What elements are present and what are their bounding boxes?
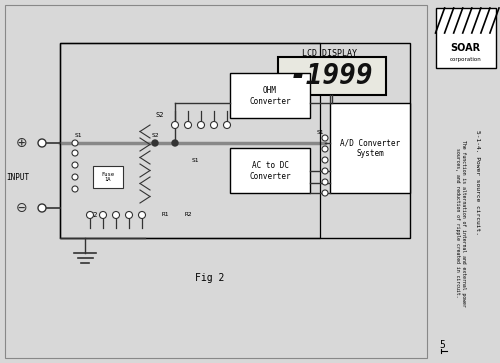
Circle shape xyxy=(224,122,230,129)
Text: 5: 5 xyxy=(440,340,446,350)
Bar xyxy=(330,103,410,193)
Circle shape xyxy=(198,122,204,129)
Circle shape xyxy=(72,150,78,156)
Text: LCD DISPLAY: LCD DISPLAY xyxy=(302,49,358,57)
Text: OHM
Converter: OHM Converter xyxy=(249,86,291,106)
Text: S2: S2 xyxy=(151,133,159,138)
Text: S1: S1 xyxy=(191,158,199,163)
Circle shape xyxy=(126,212,132,219)
Text: R2: R2 xyxy=(184,212,192,217)
Text: AC to DC
Converter: AC to DC Converter xyxy=(249,161,291,181)
Text: S2: S2 xyxy=(90,212,98,218)
Circle shape xyxy=(138,212,145,219)
Text: Fuse
1A: Fuse 1A xyxy=(102,172,114,182)
Text: ⊖: ⊖ xyxy=(16,201,28,215)
Text: S1: S1 xyxy=(74,133,82,138)
Circle shape xyxy=(100,212,106,219)
Circle shape xyxy=(322,146,328,152)
Text: -1999: -1999 xyxy=(290,62,374,90)
Text: INPUT: INPUT xyxy=(6,174,29,183)
Bar xyxy=(93,166,123,188)
Circle shape xyxy=(322,179,328,185)
Circle shape xyxy=(184,122,192,129)
Circle shape xyxy=(112,212,119,219)
Text: 5-1-4. Power source circuit.: 5-1-4. Power source circuit. xyxy=(476,131,480,236)
Text: SOAR: SOAR xyxy=(450,43,481,53)
Circle shape xyxy=(152,140,158,146)
Text: A/D Converter
System: A/D Converter System xyxy=(340,138,400,158)
Circle shape xyxy=(172,122,178,129)
Bar xyxy=(60,43,410,238)
Circle shape xyxy=(38,139,46,147)
Bar xyxy=(436,8,496,68)
Circle shape xyxy=(72,186,78,192)
Bar xyxy=(230,148,310,193)
Circle shape xyxy=(72,162,78,168)
Text: S2: S2 xyxy=(155,112,164,118)
Bar xyxy=(278,57,386,95)
Text: The function is alternation of internal and external power
sources, and reductio: The function is alternation of internal … xyxy=(456,140,466,306)
Text: S1: S1 xyxy=(316,130,324,135)
Text: R1: R1 xyxy=(161,212,169,217)
Circle shape xyxy=(86,212,94,219)
Circle shape xyxy=(38,204,46,212)
Circle shape xyxy=(210,122,218,129)
Bar xyxy=(60,43,320,238)
Circle shape xyxy=(322,190,328,196)
Circle shape xyxy=(322,135,328,141)
Circle shape xyxy=(322,168,328,174)
Text: corporation: corporation xyxy=(450,57,482,62)
Text: Fig 2: Fig 2 xyxy=(196,273,224,283)
Circle shape xyxy=(72,174,78,180)
Circle shape xyxy=(172,140,178,146)
Circle shape xyxy=(72,140,78,146)
Text: ⊕: ⊕ xyxy=(16,136,28,150)
Circle shape xyxy=(322,157,328,163)
Bar xyxy=(230,73,310,118)
